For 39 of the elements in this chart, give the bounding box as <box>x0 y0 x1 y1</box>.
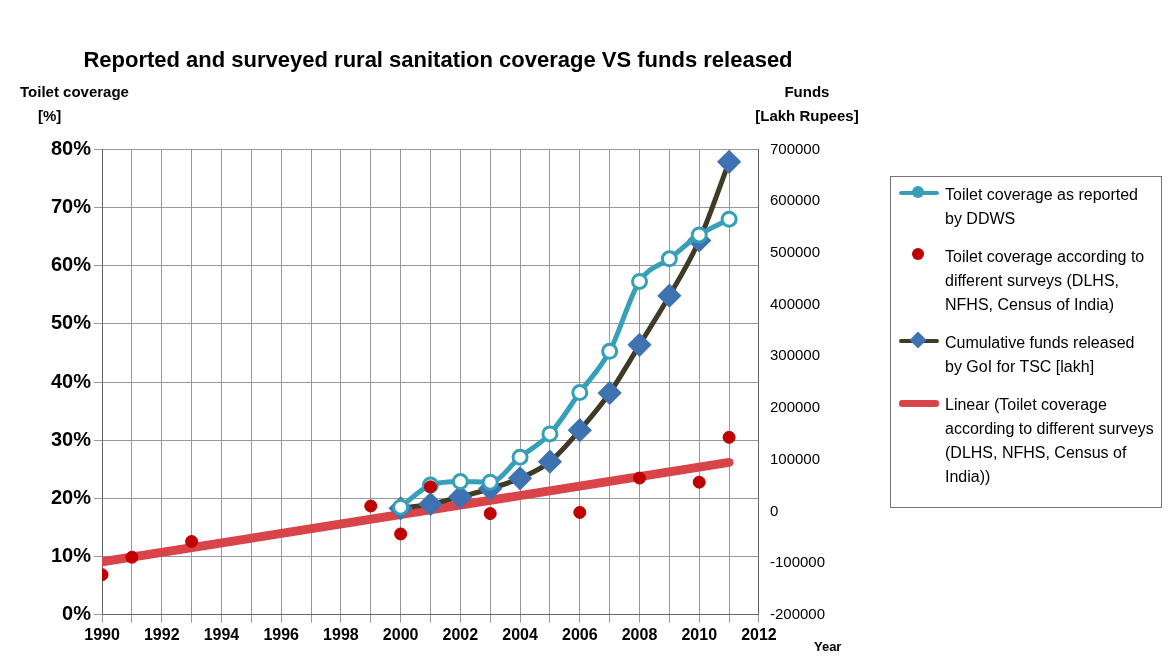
x-tick-label: 1996 <box>263 625 300 643</box>
x-tick-label: 2002 <box>442 625 479 643</box>
y-tick-label: 80% <box>51 136 92 159</box>
y2-axis-title: Funds [Lakh Rupees] <box>755 83 859 125</box>
x-tick-label: 1990 <box>84 625 120 643</box>
y2-tick-label: 0 <box>769 501 779 519</box>
y-tick-label: 30% <box>51 427 92 450</box>
y-tick-label: 10% <box>51 544 92 567</box>
x-tick-label: 1998 <box>323 625 359 643</box>
y-tick-label: 40% <box>51 369 92 392</box>
y-tick-label: 70% <box>51 195 92 218</box>
y-tick-label: 50% <box>51 311 92 334</box>
legend-label: Toilet coverage as reported by DDWS <box>945 185 1139 229</box>
legend-label: Linear (Toilet coverage according to different surveys (DLHS, NFHS, Census of India)) <box>945 395 1155 487</box>
y2-tick-label: 400000 <box>769 294 821 312</box>
x-tick-label: 1994 <box>203 625 240 643</box>
y2-tick-label: -100000 <box>769 553 826 571</box>
chart-title: Reported and surveyed rural sanitation coverage VS funds released <box>83 47 793 73</box>
y-tick-label: 60% <box>51 253 92 276</box>
y2-tick-label: 300000 <box>769 346 821 364</box>
x-tick-label: 1992 <box>143 625 180 643</box>
x-tick-label: 2004 <box>502 625 538 643</box>
x-tick-label: 2008 <box>621 625 658 643</box>
x-tick-label: 2006 <box>561 625 598 643</box>
x-tick-label: 2000 <box>382 625 419 643</box>
legend-label: Cumulative funds released by GoI for TSC [lakh] <box>945 333 1136 377</box>
y-tick-label: 0% <box>62 602 92 625</box>
legend-label: Toilet coverage according to different surveys (DLHS, NFHS, Census of India) <box>945 247 1146 315</box>
y2-tick-label: 700000 <box>769 139 821 157</box>
y2-tick-label: 500000 <box>769 242 821 260</box>
y2-tick-label: 200000 <box>769 398 821 416</box>
y-axis-title: Toilet coverage [%] <box>20 83 129 125</box>
y-tick-label: 20% <box>51 485 92 508</box>
y2-tick-label: -200000 <box>769 604 826 622</box>
x-tick-label: 2012 <box>741 625 777 643</box>
x-axis-title: Year <box>813 638 842 654</box>
x-tick-label: 2010 <box>681 625 718 643</box>
y2-tick-label: 600000 <box>769 191 821 209</box>
y2-tick-label: 100000 <box>769 449 821 467</box>
